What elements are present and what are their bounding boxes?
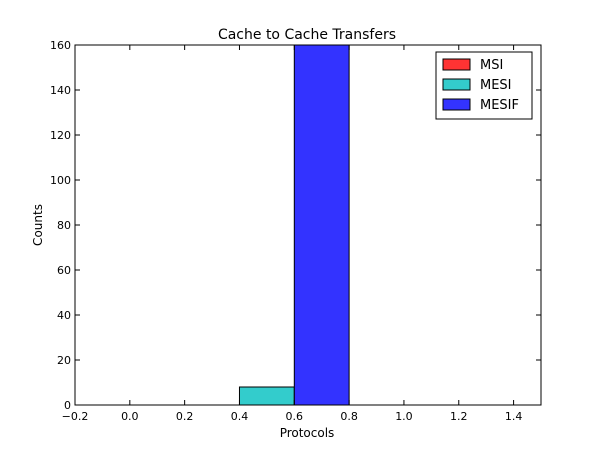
legend-swatch-mesi [442,78,471,91]
y-tick-label: 120 [50,129,71,142]
y-tick-label: 0 [64,399,71,412]
x-tick-label: 0.8 [340,410,358,423]
x-tick-label: 1.4 [505,410,523,423]
y-tick-label: 20 [57,354,71,367]
legend-label-msi: MSI [480,58,503,73]
x-axis-ticks: −0.2 0.0 0.2 0.4 0.6 0.8 1.0 1.2 1.4 [62,45,523,423]
y-tick-label: 60 [57,264,71,277]
y-tick-label: 80 [57,219,71,232]
y-tick-label: 140 [50,84,71,97]
legend: MSI MESI MESIF [435,51,533,120]
x-tick-label: −0.2 [62,410,89,423]
x-axis-label: Protocols [280,426,335,440]
bars [238,44,350,406]
x-tick-label: 0.6 [286,410,304,423]
y-tick-label: 100 [50,174,71,187]
y-axis-label: Counts [31,204,45,246]
x-tick-label: 0.4 [231,410,249,423]
y-tick-label: 40 [57,309,71,322]
legend-label-mesif: MESIF [480,98,519,113]
bar-mesif [293,44,350,406]
x-tick-label: 1.2 [450,410,468,423]
legend-swatch-mesif [442,98,471,111]
legend-label-mesi: MESI [480,78,512,93]
x-tick-label: 1.0 [395,410,413,423]
y-tick-label: 160 [50,39,71,52]
chart-title: Cache to Cache Transfers [218,27,396,43]
x-tick-label: 0.2 [176,410,194,423]
bar-mesi [238,386,295,406]
y-axis-ticks: 0 20 40 60 80 100 120 140 160 [50,39,541,412]
legend-swatch-msi [442,58,471,71]
x-tick-label: 0.0 [121,410,139,423]
